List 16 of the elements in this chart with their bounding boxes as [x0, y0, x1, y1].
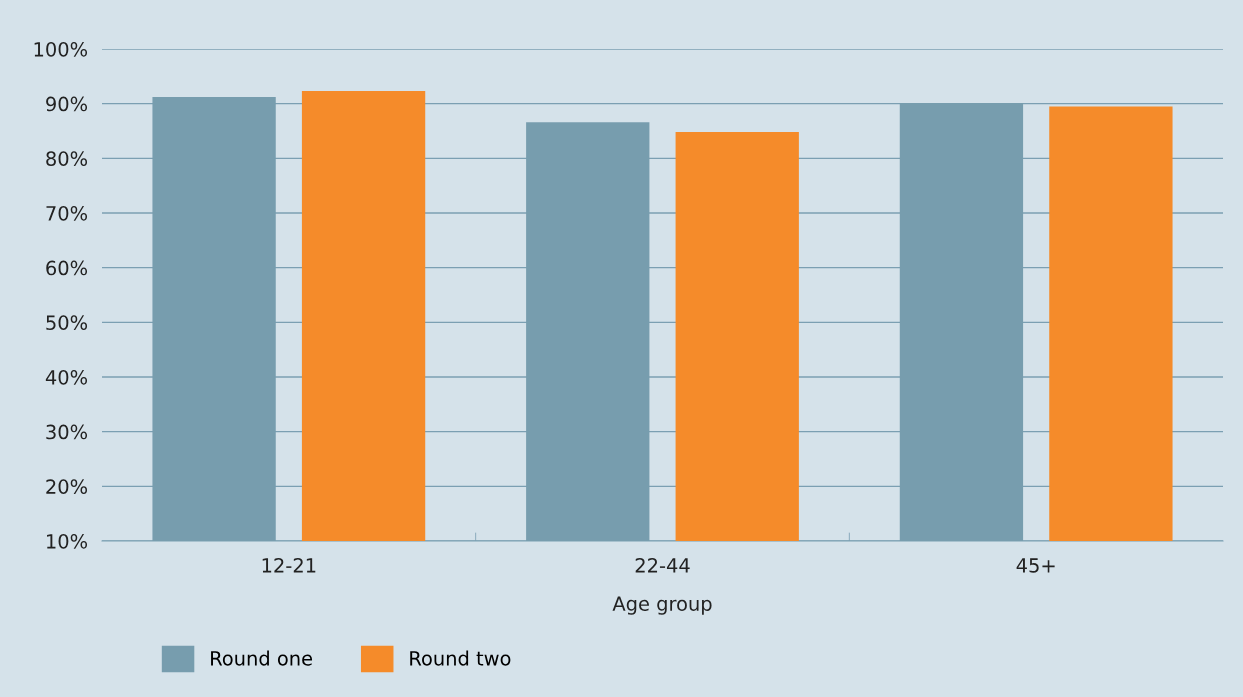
- y-tick-label: 10%: [47, 533, 88, 549]
- x-tick-label: 22-44: [635, 558, 690, 573]
- y-tick-label: 30%: [46, 424, 88, 440]
- x-tick-label: 45+: [1016, 558, 1055, 573]
- y-tick-label: 60%: [46, 260, 88, 276]
- y-tick-label: 80%: [46, 151, 88, 166]
- legend-label: Round two: [410, 650, 511, 666]
- y-tick-label: 40%: [45, 369, 88, 385]
- legend-label: Round one: [211, 650, 313, 666]
- y-tick-label: 100%: [34, 41, 88, 57]
- y-tick-label: 20%: [46, 479, 88, 494]
- x-axis-title: Age group: [612, 596, 712, 615]
- y-tick-label: 50%: [46, 315, 88, 330]
- y-tick-label: 70%: [46, 205, 88, 221]
- x-tick-label: 12-21: [262, 558, 316, 573]
- y-tick-label: 90%: [46, 96, 88, 112]
